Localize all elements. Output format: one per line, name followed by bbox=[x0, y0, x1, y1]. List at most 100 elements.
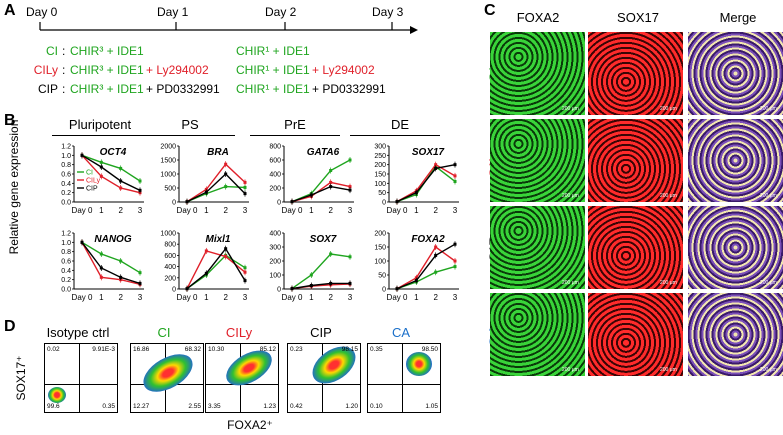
x-tick-label: 1 bbox=[204, 206, 209, 215]
cell-population bbox=[48, 387, 66, 403]
y-tick-label: 1000 bbox=[160, 172, 176, 179]
legend-entry: CI bbox=[86, 170, 93, 177]
x-tick-label: Day 0 bbox=[387, 293, 408, 302]
category-de: DE bbox=[390, 117, 410, 132]
x-tick-label: 1 bbox=[414, 293, 419, 302]
micrograph-ci-foxa2 bbox=[490, 32, 585, 115]
y-tick-label: 100 bbox=[269, 273, 281, 280]
scale-bar-label: 200 μm bbox=[660, 193, 677, 199]
y-tick-label: 0.0 bbox=[61, 200, 71, 207]
quadrant-value-ul: 0.02 bbox=[47, 346, 60, 353]
series-line-ci bbox=[291, 253, 351, 290]
quadrant-value-ll: 12.27 bbox=[133, 403, 150, 410]
x-tick-label: 2 bbox=[433, 293, 438, 302]
x-tick-label: Day 0 bbox=[282, 293, 303, 302]
y-tick-label: 0.6 bbox=[61, 172, 71, 179]
panel-label-b: B bbox=[4, 112, 16, 129]
y-tick-label: 0.4 bbox=[61, 268, 71, 275]
flow-title-0: Isotype ctrl bbox=[46, 325, 110, 340]
flow-title-1: CI bbox=[157, 325, 171, 340]
y-tick-label: 1500 bbox=[160, 158, 176, 165]
x-tick-label: 3 bbox=[453, 293, 458, 302]
micrograph-cily-foxa2 bbox=[490, 119, 585, 202]
category-ps: PS bbox=[181, 117, 199, 132]
x-tick-label: 3 bbox=[138, 293, 143, 302]
micrograph-ci-merge bbox=[688, 32, 783, 115]
panel-label-d: D bbox=[4, 318, 16, 335]
y-tick-label: 400 bbox=[269, 231, 281, 238]
micrograph-cily-sox17 bbox=[588, 119, 683, 202]
flow-plot-0: 0.02 9.91E-3 99.6 0.35 bbox=[44, 343, 118, 413]
series-line-cip bbox=[396, 163, 456, 203]
condition-early: CHIR³ + IDE1 bbox=[70, 82, 144, 96]
y-tick-label: 1.2 bbox=[61, 144, 71, 151]
quadrant-line-h bbox=[368, 384, 440, 385]
y-tick-label: 50 bbox=[378, 190, 386, 197]
condition-sep: : bbox=[62, 44, 66, 58]
quadrant-value-lr: 0.35 bbox=[102, 403, 115, 410]
y-tick-label: 800 bbox=[269, 144, 281, 151]
panel-b-charts: 0.0 0.2 0.4 0.6 0.8 1.0 1.2 Day 0 1 2 3 OCT4 CICILyC… bbox=[61, 144, 459, 302]
gene-title: OCT4 bbox=[100, 147, 127, 158]
series-line-cily bbox=[81, 154, 141, 194]
y-tick-label: 200 bbox=[374, 231, 386, 238]
quadrant-line-v bbox=[79, 344, 80, 412]
condition-early-extra: + PD0332991 bbox=[146, 82, 220, 96]
legend-entry: CILy bbox=[86, 178, 101, 185]
panel-d-ylabel: SOX17⁺ bbox=[14, 355, 28, 401]
x-tick-label: 2 bbox=[328, 293, 333, 302]
series-line-cily bbox=[186, 163, 246, 203]
x-tick-label: 3 bbox=[243, 293, 248, 302]
y-tick-label: 0.2 bbox=[61, 277, 71, 284]
y-tick-label: 0.4 bbox=[61, 181, 71, 188]
scale-bar-label: 200 μm bbox=[562, 193, 579, 199]
y-tick-label: 500 bbox=[164, 186, 176, 193]
series-line-cip bbox=[81, 241, 141, 285]
condition-name: CIP bbox=[37, 82, 58, 96]
gene-title: SOX17 bbox=[412, 147, 445, 158]
x-tick-label: 1 bbox=[204, 293, 209, 302]
scale-bar-label: 200 μm bbox=[562, 106, 579, 112]
x-tick-label: Day 0 bbox=[177, 206, 198, 215]
flow-title-3: CIP bbox=[310, 325, 332, 340]
x-tick-label: 2 bbox=[223, 293, 228, 302]
y-tick-label: 0.8 bbox=[61, 162, 71, 169]
quadrant-value-ll: 99.6 bbox=[47, 403, 60, 410]
legend-entry: CIP bbox=[86, 186, 98, 193]
condition-late-extra: + PD0332991 bbox=[312, 82, 386, 96]
micrograph-cip-sox17 bbox=[588, 206, 683, 289]
category-divider bbox=[145, 135, 235, 136]
y-tick-label: 0 bbox=[382, 287, 386, 294]
series-line-cily bbox=[396, 245, 456, 290]
x-tick-label: 2 bbox=[118, 293, 123, 302]
header-merge: Merge bbox=[719, 10, 757, 25]
panel-label-a: A bbox=[4, 2, 16, 19]
series-line-cip bbox=[186, 247, 246, 290]
x-tick-label: 1 bbox=[309, 206, 314, 215]
condition-early-extra: + Ly294002 bbox=[146, 63, 209, 77]
series-line-cip bbox=[81, 154, 141, 191]
panel-d-xlabel: FOXA2⁺ bbox=[227, 418, 273, 432]
series-line-cip bbox=[291, 185, 351, 203]
y-tick-label: 50 bbox=[378, 273, 386, 280]
x-tick-label: 1 bbox=[99, 206, 104, 215]
gene-title: NANOG bbox=[94, 234, 131, 245]
quadrant-value-ll: 0.10 bbox=[370, 403, 383, 410]
series-line-cip bbox=[396, 243, 456, 290]
y-tick-label: 1000 bbox=[160, 231, 176, 238]
micrograph-cily-merge bbox=[688, 119, 783, 202]
x-tick-label: 2 bbox=[118, 206, 123, 215]
condition-late: CHIR¹ + IDE1 bbox=[236, 44, 310, 58]
series-line-ci bbox=[291, 159, 351, 203]
micrograph-ca-merge bbox=[688, 293, 783, 376]
quadrant-value-ul: 16.86 bbox=[133, 346, 150, 353]
series-line-ci bbox=[81, 241, 141, 274]
condition-late-extra: + Ly294002 bbox=[312, 63, 375, 77]
y-tick-label: 100 bbox=[374, 181, 386, 188]
y-tick-label: 200 bbox=[374, 162, 386, 169]
series-line-ci bbox=[186, 185, 246, 203]
x-tick-label: 3 bbox=[348, 206, 353, 215]
y-tick-label: 600 bbox=[164, 253, 176, 260]
y-tick-label: 800 bbox=[164, 242, 176, 249]
gene-title: FOXA2 bbox=[411, 234, 445, 245]
